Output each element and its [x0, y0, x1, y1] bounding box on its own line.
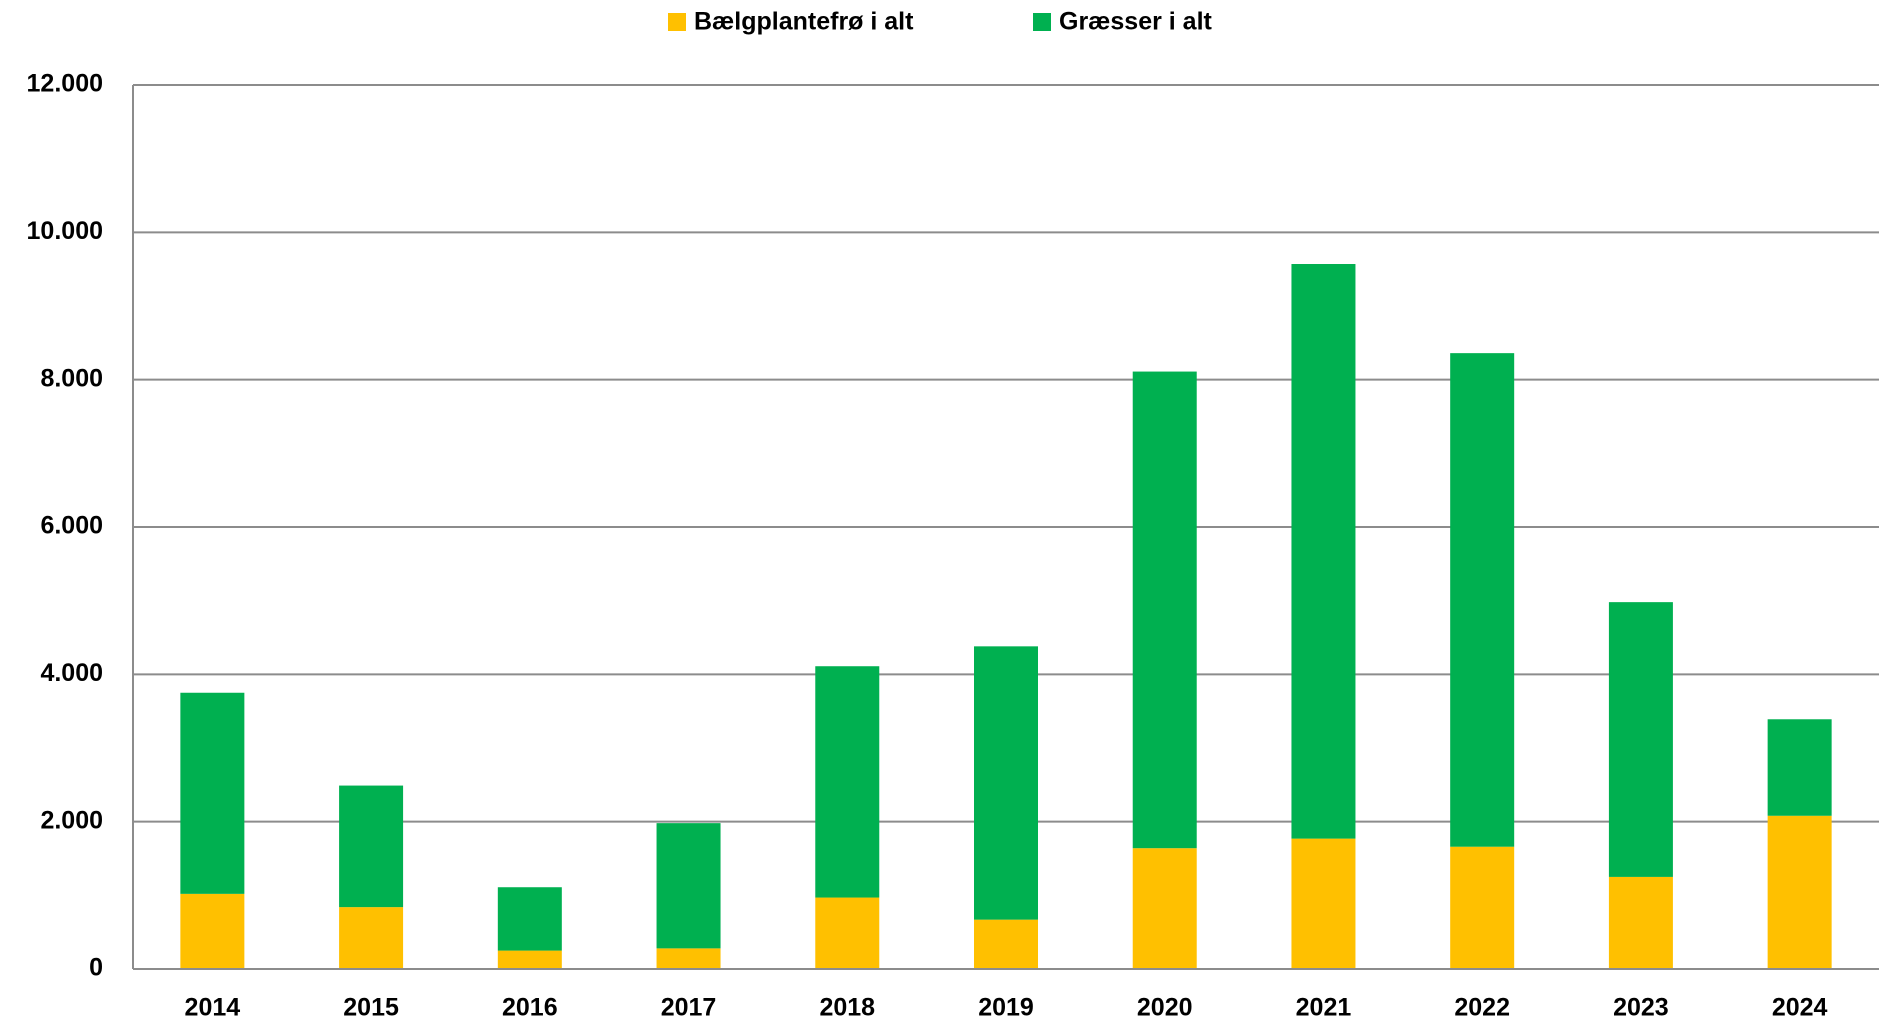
bar-segment — [180, 893, 245, 969]
bar-segment — [974, 919, 1038, 969]
x-tick-label: 2014 — [185, 994, 241, 1022]
bar-segment — [974, 646, 1038, 920]
bar-segment — [815, 666, 880, 898]
bar-segment — [1608, 876, 1673, 969]
x-tick-label: 2021 — [1296, 994, 1352, 1022]
y-tick-label: 12.000 — [27, 70, 103, 98]
legend-swatch — [668, 13, 686, 31]
x-tick-label: 2018 — [819, 994, 875, 1022]
bar-segment — [497, 887, 562, 951]
y-tick-label: 4.000 — [40, 659, 103, 687]
y-tick-label: 0 — [89, 954, 103, 982]
x-tick-label: 2024 — [1772, 994, 1828, 1022]
x-tick-label: 2016 — [502, 994, 558, 1022]
bar-segment — [1608, 602, 1673, 877]
legend-swatch — [1033, 13, 1051, 31]
bar-segment — [497, 950, 562, 969]
bar-segment — [1450, 353, 1515, 847]
bar-segment — [815, 897, 880, 969]
y-tick-label: 2.000 — [40, 806, 103, 834]
bar-segment — [1767, 719, 1832, 816]
bar-segment — [1767, 815, 1832, 969]
y-tick-label: 10.000 — [27, 217, 103, 245]
legend-label: Bælgplantefrø i alt — [694, 8, 914, 36]
bar-segment — [339, 907, 404, 969]
bar-segment — [1291, 264, 1356, 839]
bar-segment — [180, 692, 245, 894]
bar-segment — [656, 823, 721, 949]
bar-segment — [1291, 838, 1356, 969]
x-tick-label: 2019 — [978, 994, 1034, 1022]
x-tick-label: 2017 — [661, 994, 717, 1022]
y-tick-label: 6.000 — [40, 512, 103, 540]
bar-segment — [1132, 848, 1197, 969]
bar-segment — [339, 785, 404, 908]
bar-segment — [1450, 846, 1515, 969]
x-tick-label: 2022 — [1454, 994, 1510, 1022]
x-tick-label: 2023 — [1613, 994, 1669, 1022]
x-tick-label: 2015 — [343, 994, 399, 1022]
bar-segment — [656, 948, 721, 969]
bar-segment — [1132, 371, 1197, 849]
x-tick-label: 2020 — [1137, 994, 1193, 1022]
legend-label: Græsser i alt — [1059, 8, 1213, 36]
y-tick-label: 8.000 — [40, 364, 103, 392]
